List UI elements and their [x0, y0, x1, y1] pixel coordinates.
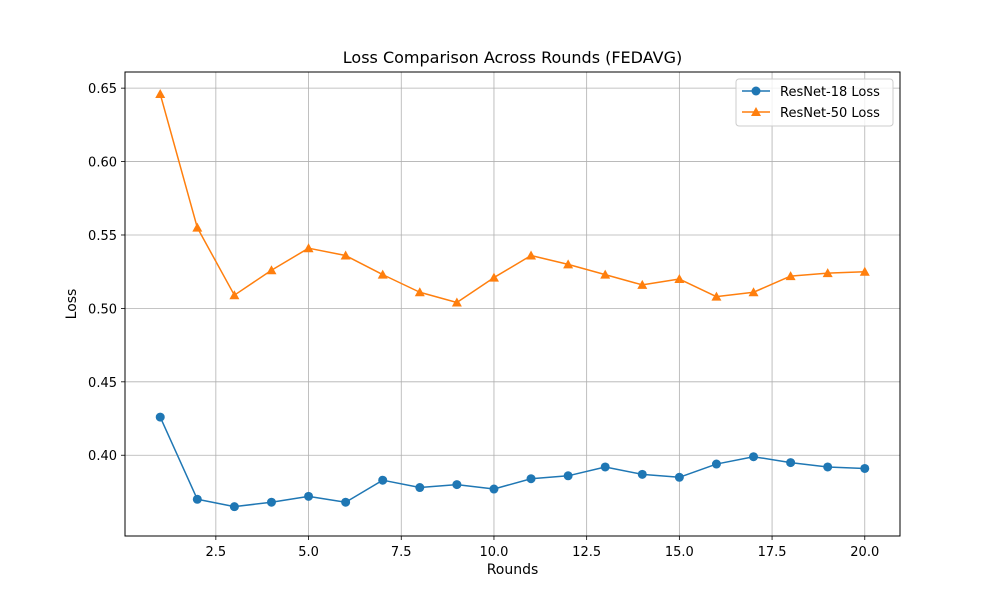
- data-point-resnet-18-loss: [823, 462, 833, 472]
- data-point-resnet-18-loss: [637, 469, 647, 479]
- data-point-resnet-50-loss: [674, 274, 685, 284]
- data-point-resnet-50-loss: [266, 265, 277, 275]
- x-tick-label: 10.0: [479, 545, 508, 560]
- legend: ResNet-18 Loss ResNet-50 Loss: [735, 78, 894, 127]
- data-point-resnet-50-loss: [414, 287, 425, 297]
- data-point-resnet-18-loss: [860, 463, 870, 473]
- axis-ticks: 2.5 5.0 7.5 10.0 12.5 15.0 17.5 20.0 0.40 0.45 0.5…: [88, 82, 879, 560]
- y-tick-label: 0.65: [88, 82, 117, 97]
- data-point-resnet-18-loss: [266, 497, 276, 507]
- data-point-resnet-18-loss: [341, 497, 351, 507]
- data-point-resnet-18-loss: [304, 491, 314, 501]
- series-resnet-18-loss: [155, 412, 870, 512]
- data-point-resnet-50-loss: [488, 272, 499, 282]
- series-line-resnet-18-loss: [159, 416, 865, 508]
- data-point-resnet-50-loss: [600, 269, 611, 279]
- data-point-resnet-18-loss: [786, 458, 796, 468]
- y-tick-label: 0.60: [88, 156, 117, 171]
- y-tick-label: 0.45: [88, 376, 117, 391]
- x-tick-label: 7.5: [391, 545, 412, 560]
- data-point-resnet-50-loss: [192, 222, 203, 232]
- data-point-resnet-18-loss: [155, 412, 165, 422]
- data-point-resnet-18-loss: [526, 474, 536, 484]
- data-point-resnet-50-loss: [377, 269, 388, 279]
- chart-title: Loss Comparison Across Rounds (FEDAVG): [343, 48, 682, 67]
- data-point-resnet-18-loss: [749, 452, 759, 462]
- y-tick-label: 0.50: [88, 302, 117, 317]
- data-point-resnet-18-loss: [563, 471, 573, 481]
- data-point-resnet-50-loss: [748, 287, 759, 297]
- data-point-resnet-18-loss: [711, 459, 721, 469]
- x-axis-label: Rounds: [487, 562, 539, 578]
- x-tick-label: 15.0: [665, 545, 694, 560]
- legend-marker-resnet18: [751, 86, 761, 96]
- data-point-resnet-18-loss: [674, 472, 684, 482]
- data-point-resnet-50-loss: [526, 250, 537, 260]
- data-point-resnet-50-loss: [451, 297, 462, 307]
- data-point-resnet-50-loss: [785, 271, 796, 281]
- data-point-resnet-50-loss: [859, 266, 870, 276]
- data-point-resnet-50-loss: [637, 279, 648, 289]
- series-line-resnet-50-loss: [159, 93, 865, 304]
- y-tick-label: 0.55: [88, 229, 117, 244]
- data-point-resnet-50-loss: [822, 268, 833, 278]
- data-point-resnet-18-loss: [415, 483, 425, 493]
- legend-marker-resnet50: [751, 107, 761, 116]
- legend-label-resnet50: ResNet-50 Loss: [780, 106, 880, 121]
- data-point-resnet-18-loss: [378, 475, 388, 485]
- data-point-resnet-50-loss: [155, 89, 166, 99]
- x-tick-label: 12.5: [572, 545, 601, 560]
- x-tick-label: 17.5: [758, 545, 787, 560]
- data-point-resnet-18-loss: [192, 494, 202, 504]
- data-point-resnet-50-loss: [711, 291, 722, 301]
- data-point-resnet-50-loss: [340, 250, 351, 260]
- data-point-resnet-50-loss: [303, 243, 314, 253]
- data-point-resnet-50-loss: [229, 290, 240, 300]
- data-point-resnet-18-loss: [452, 480, 462, 490]
- plot-frame: [124, 71, 901, 537]
- x-tick-label: 2.5: [206, 545, 227, 560]
- series-layer: [155, 89, 870, 512]
- x-tick-label: 5.0: [298, 545, 319, 560]
- x-tick-label: 20.0: [850, 545, 879, 560]
- data-point-resnet-50-loss: [563, 259, 574, 269]
- data-point-resnet-18-loss: [489, 484, 499, 494]
- data-point-resnet-18-loss: [600, 462, 610, 472]
- y-axis-label: Loss: [64, 289, 80, 320]
- data-point-resnet-18-loss: [229, 502, 239, 512]
- legend-box: [735, 78, 894, 127]
- y-tick-label: 0.40: [88, 449, 117, 464]
- series-resnet-50-loss: [155, 89, 870, 307]
- grid: [125, 72, 900, 536]
- legend-label-resnet18: ResNet-18 Loss: [780, 85, 880, 100]
